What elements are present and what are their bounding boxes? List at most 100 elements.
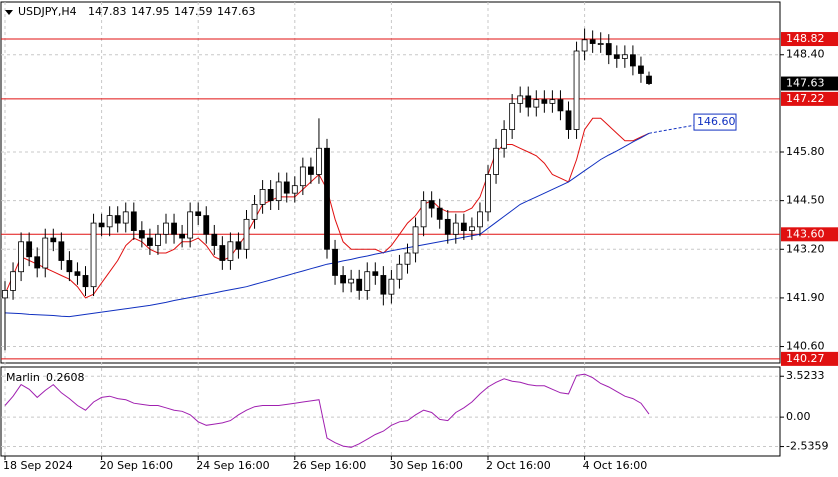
indicator-value: 0.2608 [46,371,85,384]
candle-body [541,99,548,104]
projection-line [648,121,713,134]
candle-body [106,215,113,228]
candle-body [332,248,338,276]
indicator-line [4,373,650,448]
candle-body [130,211,137,231]
header-open: 147.83 [88,5,127,18]
candle-body [18,241,25,273]
candle-body [501,129,508,149]
header-close: 147.63 [217,5,256,18]
candle-body [187,211,194,239]
candle-body [581,39,588,52]
candle-body [227,241,234,261]
candle-body [42,237,49,269]
x-tick-label: 30 Sep 16:00 [389,459,462,472]
candle-body [605,43,612,56]
symbol: USDJPY,H4 [18,5,77,18]
candle-body [50,237,57,243]
level-label: 143.60 [786,227,825,240]
candle-body [251,203,258,220]
candle-body [235,241,242,250]
candle-body [324,147,330,250]
candle-body [90,222,97,288]
candle-body [460,222,467,231]
level-label-box [781,227,838,242]
candle-body [404,252,411,265]
indicator-name: Marlin [6,371,40,384]
y-tick-label: 143.20 [786,242,825,255]
candle-body [26,241,33,258]
candle-body [525,95,532,108]
candle-body [259,189,266,205]
current-price-label: 147.63 [786,77,825,90]
candle-body [364,271,371,291]
x-tick-label: 4 Oct 16:00 [583,459,648,472]
candle-body [573,50,580,130]
candle-body [203,215,210,235]
candle-body [356,278,363,291]
candle-body [98,222,105,228]
candle-body [549,99,556,104]
candle-body [477,211,483,228]
candle-body [517,95,524,104]
candle-body [557,99,564,112]
level-label-box [781,351,838,366]
candle-body [155,233,161,246]
candle-body [283,181,290,194]
y-tick-label: 144.50 [786,194,825,207]
candle-body [444,218,451,235]
candle-body [493,147,499,175]
candle-body [589,39,596,44]
projection-label: 146.60 [697,115,736,128]
candle-body [58,241,65,261]
candle-body [122,211,129,224]
projection-box [693,113,737,131]
level-label: 148.82 [786,32,825,45]
y-tick-label: 140.60 [786,340,825,353]
x-tick-label: 26 Sep 16:00 [293,459,366,472]
candle-body [533,99,540,108]
indicator-panel [0,366,781,457]
candle-body [243,218,250,250]
indicator-y-tick-label: 0.00 [786,410,811,423]
candle-body [316,147,322,175]
candle-body [597,43,604,45]
candle-body [74,271,81,276]
candle-body [146,237,153,246]
candle-body [179,233,186,239]
candle-body [630,54,636,67]
candle-body [195,211,202,217]
candle-body [340,275,347,284]
candle-body [82,275,89,288]
level-label: 140.27 [786,352,825,365]
level-label-box [781,32,838,47]
menu-arrow [5,10,13,15]
candle-body [348,278,355,284]
candle-body [307,166,314,175]
candle-body [420,200,427,228]
y-tick-label: 145.80 [786,145,825,158]
candle-body [66,260,73,273]
candle-body [565,110,572,130]
candle-body [299,166,306,187]
candle-body [452,222,459,235]
candle-body [275,181,282,202]
candle-body [613,54,620,59]
candle-body [428,200,435,209]
current-price-box [781,76,838,91]
candle-body [211,233,218,246]
candle-body [267,189,274,202]
candle-body [468,226,475,231]
candle-body [34,256,41,269]
level-label-box [781,91,838,106]
main-panel [0,1,781,364]
candle-body [412,226,419,254]
candle-body [114,215,121,224]
candle-body [163,222,169,235]
candle-body [485,174,491,213]
x-tick-label: 20 Sep 16:00 [100,459,173,472]
candle-body [219,245,226,261]
y-tick-label: 141.90 [786,291,825,304]
